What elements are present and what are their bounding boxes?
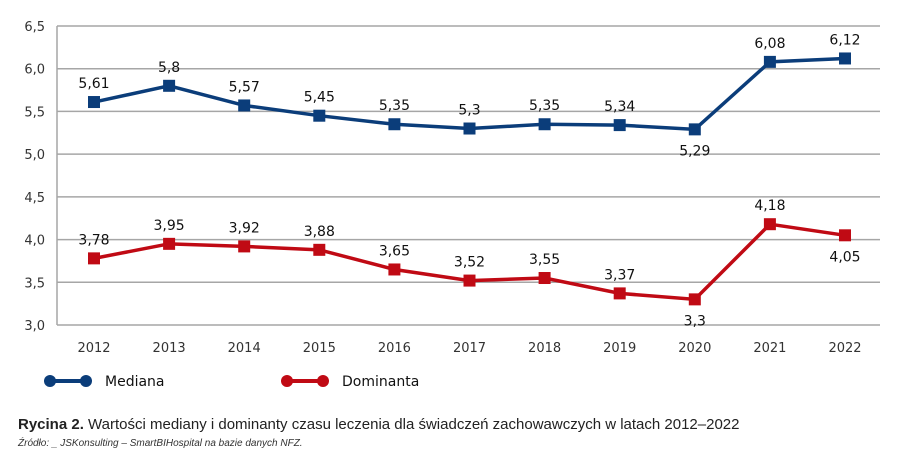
legend-marker xyxy=(317,375,329,387)
data-point xyxy=(538,272,551,285)
data-label: 3,37 xyxy=(604,267,635,283)
line-chart: 3,0 3,5 4,0 4,5 5,0 5,5 6,0 6,5 2012 2013 2014 2015… xyxy=(24,20,880,390)
data-point xyxy=(313,243,326,256)
data-point xyxy=(688,293,701,306)
data-label: 3,55 xyxy=(529,252,560,268)
data-label: 3,78 xyxy=(78,232,109,248)
legend-label: Mediana xyxy=(105,374,165,390)
legend-marker xyxy=(44,375,56,387)
x-tick-label: 2020 xyxy=(678,341,711,356)
figure-caption: Rycina 2. Wartości mediany i dominanty c… xyxy=(18,416,740,433)
y-tick-label: 6,0 xyxy=(24,63,45,78)
data-point xyxy=(88,96,100,109)
x-tick-label: 2021 xyxy=(753,341,786,356)
data-point xyxy=(763,55,776,68)
data-label: 5,35 xyxy=(529,98,560,114)
data-label: 5,3 xyxy=(458,103,480,119)
x-tick-label: 2016 xyxy=(378,341,411,356)
data-label: 3,52 xyxy=(454,255,485,271)
data-point xyxy=(763,218,776,231)
data-point xyxy=(613,119,626,132)
data-label: 5,29 xyxy=(679,143,710,159)
data-label: 6,08 xyxy=(754,36,785,52)
data-point xyxy=(688,123,701,136)
caption-label: Rycina 2. xyxy=(18,416,84,433)
data-point xyxy=(613,287,626,300)
data-label: 3,88 xyxy=(304,224,335,240)
data-label: 4,18 xyxy=(754,198,785,214)
y-tick-label: 5,0 xyxy=(24,148,45,163)
data-label: 3,65 xyxy=(379,243,410,259)
data-point xyxy=(839,52,851,65)
data-point xyxy=(463,274,476,287)
x-tick-label: 2018 xyxy=(528,341,561,356)
x-tick-label: 2022 xyxy=(828,341,861,356)
data-point xyxy=(538,118,551,131)
y-tick-label: 4,5 xyxy=(24,191,45,206)
data-label: 3,92 xyxy=(229,220,260,236)
caption-text: Wartości mediany i dominanty czasu lecze… xyxy=(83,416,740,433)
x-tick-label: 2014 xyxy=(228,341,261,356)
data-label: 5,8 xyxy=(158,60,180,76)
x-tick-label: 2013 xyxy=(153,341,186,356)
x-tick-label: 2015 xyxy=(303,341,336,356)
data-label: 6,12 xyxy=(829,32,860,48)
data-point xyxy=(163,237,176,250)
data-point xyxy=(238,99,251,112)
y-tick-label: 6,5 xyxy=(24,20,45,35)
data-label: 3,3 xyxy=(684,313,706,329)
y-tick-label: 4,0 xyxy=(24,234,45,249)
data-label: 5,45 xyxy=(304,90,335,106)
y-tick-label: 5,5 xyxy=(24,105,45,120)
x-tick-label: 2012 xyxy=(77,341,110,356)
data-label: 3,95 xyxy=(154,218,185,234)
data-label: 5,57 xyxy=(229,79,260,95)
data-point xyxy=(238,240,251,253)
legend-label: Dominanta xyxy=(342,374,419,390)
data-point xyxy=(388,263,401,276)
data-label: 4,05 xyxy=(829,249,860,265)
y-tick-label: 3,0 xyxy=(24,319,45,334)
data-label: 5,35 xyxy=(379,98,410,114)
data-point xyxy=(313,109,326,122)
legend-marker xyxy=(281,375,293,387)
source-note: Źródło: _ JSKonsulting – SmartBIHospital… xyxy=(18,438,303,449)
data-point xyxy=(388,118,401,131)
data-point xyxy=(163,79,176,92)
y-tick-label: 3,5 xyxy=(24,276,45,291)
data-label: 5,34 xyxy=(604,99,635,115)
data-label: 5,61 xyxy=(78,76,109,92)
legend-marker xyxy=(80,375,92,387)
data-point xyxy=(88,252,100,265)
data-point xyxy=(839,229,851,242)
data-point xyxy=(463,122,476,135)
x-tick-label: 2017 xyxy=(453,341,486,356)
x-tick-label: 2019 xyxy=(603,341,636,356)
